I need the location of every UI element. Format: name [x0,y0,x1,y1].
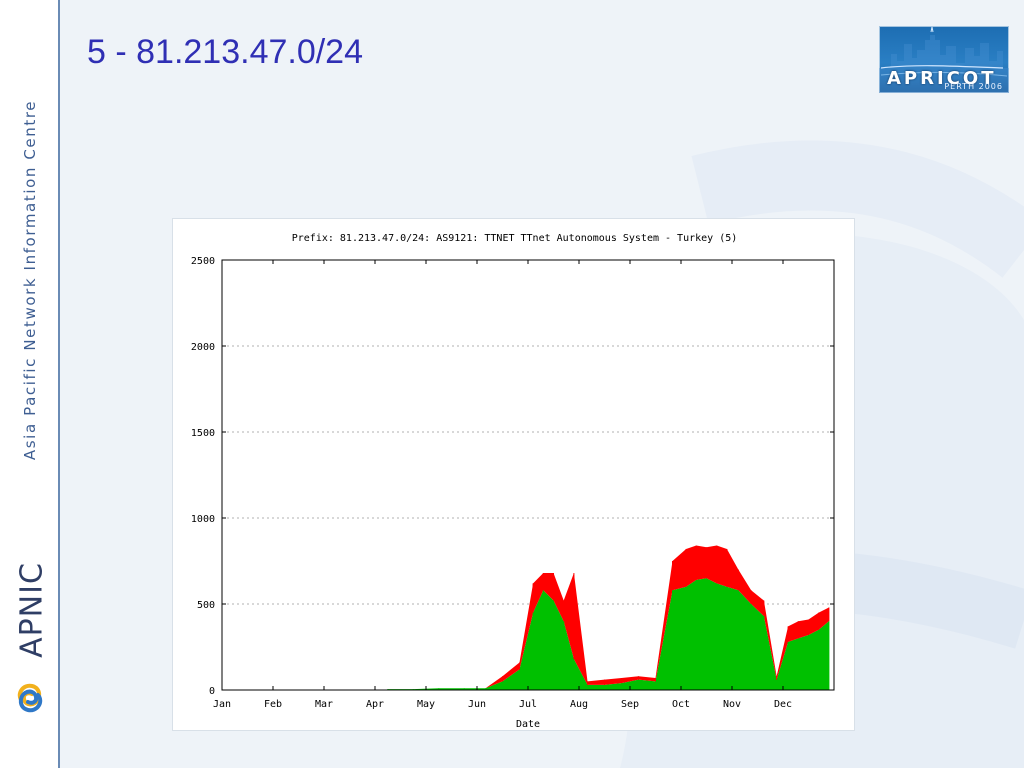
x-tick-label: Dec [774,699,792,710]
x-tick-label: Jul [519,699,537,710]
x-tick-label: Feb [264,699,282,710]
y-axis-ticks: 0 500 1000 1500 2000 2500 [191,256,834,697]
y-tick-label: 2500 [191,256,215,267]
organization-name: Asia Pacific Network Information Centre [21,99,39,461]
series-area-red [387,545,829,690]
x-tick-label: Mar [315,699,333,710]
chart-series-layer [387,545,830,690]
y-tick-label: 0 [209,686,215,697]
apricot-logo: APRICOT PERTH 2006 [879,26,1009,93]
page-title: 5 - 81.213.47.0/24 [87,33,364,71]
event-logo-subtitle: PERTH 2006 [944,82,1003,91]
prefix-chart: Prefix: 81.213.47.0/24: AS9121: TTNET TT… [191,233,835,730]
x-tick-label: Apr [366,699,384,710]
x-tick-label: Nov [723,699,741,710]
series-area-green [387,578,829,690]
left-sidebar: Asia Pacific Network Information Centre … [0,0,60,768]
y-tick-label: 500 [197,600,215,611]
y-tick-label: 1500 [191,428,215,439]
x-tick-label: Jan [213,699,231,710]
y-tick-label: 2000 [191,342,215,353]
x-tick-label: May [417,699,435,710]
event-logo-name: APRICOT [887,68,997,89]
y-tick-label: 1000 [191,514,215,525]
x-axis-ticks: Jan Feb Mar Apr May Jun Jul Aug Sep Oct Nov Dec [213,260,792,710]
chart-panel: Prefix: 81.213.47.0/24: AS9121: TTNET TT… [172,218,855,731]
x-tick-label: Aug [570,699,588,710]
chart-grid [222,259,834,605]
apnic-logo-icon [17,683,43,713]
city-skyline-icon [879,26,1009,93]
apnic-brand: APNIC [14,562,50,658]
x-tick-label: Jun [468,699,486,710]
x-axis-label: Date [516,719,540,730]
x-tick-label: Sep [621,699,639,710]
chart-title: Prefix: 81.213.47.0/24: AS9121: TTNET TT… [292,233,738,244]
x-tick-label: Oct [672,699,690,710]
